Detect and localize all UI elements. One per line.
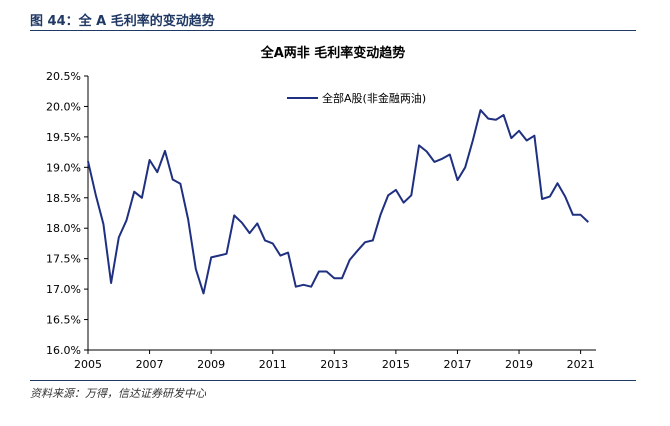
- y-tick-label: 20.0%: [46, 100, 81, 113]
- x-tick-label: 2013: [320, 358, 348, 371]
- y-tick-label: 19.0%: [46, 161, 81, 174]
- x-tick-label: 2017: [443, 358, 471, 371]
- legend-label: 全部A股(非金融两油): [322, 91, 426, 105]
- y-tick-label: 17.5%: [46, 253, 81, 266]
- figure-caption: 图 44：全 A 毛利率的变动趋势: [30, 14, 215, 29]
- y-axis-ticks: 16.0% 16.5% 17.0% 17.5% 18.0% 18.5% 19.0% 19.5%…: [46, 70, 88, 357]
- source-note: 资料来源：万得，信达证券研发中心: [30, 387, 206, 400]
- x-tick-label: 2009: [197, 358, 225, 371]
- x-tick-label: 2015: [382, 358, 410, 371]
- legend: 全部A股(非金融两油): [287, 91, 426, 105]
- figure-header: 图 44：全 A 毛利率的变动趋势: [30, 8, 636, 31]
- x-tick-label: 2019: [505, 358, 533, 371]
- y-tick-label: 18.0%: [46, 222, 81, 235]
- y-tick-label: 19.5%: [46, 131, 81, 144]
- chart-title: 全A两非 毛利率变动趋势: [260, 45, 406, 61]
- y-tick-label: 18.5%: [46, 192, 81, 205]
- x-tick-label: 2005: [74, 358, 102, 371]
- y-tick-label: 16.5%: [46, 314, 81, 327]
- y-tick-label: 20.5%: [46, 70, 81, 83]
- x-tick-label: 2021: [567, 358, 595, 371]
- y-tick-label: 16.0%: [46, 344, 81, 357]
- x-tick-label: 2007: [136, 358, 164, 371]
- x-axis-ticks: 2005 2007 2009 2011 2013 2015 2017 2019 2021: [74, 350, 595, 371]
- y-tick-label: 17.0%: [46, 283, 81, 296]
- x-tick-label: 2011: [259, 358, 287, 371]
- series-line-all-a: [87, 109, 589, 295]
- source-divider: [30, 380, 636, 381]
